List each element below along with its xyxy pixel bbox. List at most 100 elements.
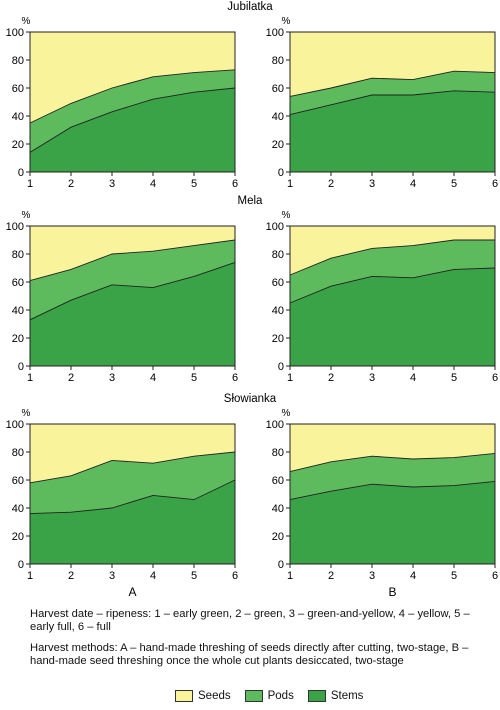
y-tick-label: 40 xyxy=(12,305,24,317)
x-tick-label: 5 xyxy=(191,178,197,190)
chart-panel: 0 20 40 60 80 100 1 2 3 4 5 6% Słowianka xyxy=(6,393,277,582)
y-tick-label: 80 xyxy=(12,55,24,67)
x-tick-label: 5 xyxy=(451,372,457,384)
x-tick-label: 1 xyxy=(287,570,293,582)
y-tick-label: 0 xyxy=(18,361,24,373)
y-tick-label: 40 xyxy=(272,503,284,515)
y-tick-label: 0 xyxy=(18,559,24,571)
series-line-stems xyxy=(29,87,236,153)
legend-item-seeds: Seeds xyxy=(175,690,231,702)
series-area-stems xyxy=(30,88,235,172)
y-tick-label: 0 xyxy=(18,167,24,179)
series-line-pods xyxy=(289,239,495,276)
series-area-stems xyxy=(290,268,495,366)
plot-frame xyxy=(289,31,496,173)
series-area-stems xyxy=(30,262,235,366)
x-tick-label: 4 xyxy=(410,372,416,384)
x-tick-label: 4 xyxy=(410,570,416,582)
chart-panel: 0 20 40 60 80 100 1 2 3 4 5 6% Jubilatka xyxy=(6,1,274,190)
series-line-stems xyxy=(29,479,236,515)
y-tick-label: 100 xyxy=(266,27,284,39)
legend-label-stems: Stems xyxy=(330,690,364,702)
x-tick-label: 3 xyxy=(109,570,115,582)
x-tick-label: 6 xyxy=(232,372,238,384)
x-tick-label: 1 xyxy=(27,178,33,190)
x-tick-label: 6 xyxy=(492,372,498,384)
method-label: B xyxy=(388,585,396,599)
x-tick-label: 5 xyxy=(191,570,197,582)
series-area-seeds xyxy=(290,226,495,275)
series-area-pods xyxy=(290,240,495,303)
legend-item-stems: Stems xyxy=(307,690,364,702)
x-tick-label: 6 xyxy=(492,178,498,190)
chart-panel: 0 20 40 60 80 100 1 2 3 4 5 6% xyxy=(266,408,498,582)
plot-frame xyxy=(29,31,236,173)
y-tick-label: 80 xyxy=(272,55,284,67)
harvest-date-note: Harvest date – ripeness: 1 – early green… xyxy=(30,608,470,633)
series-line-pods xyxy=(29,239,236,282)
y-unit-label: % xyxy=(282,408,291,419)
plot-frame xyxy=(289,423,496,565)
legend-swatch-pods xyxy=(244,690,263,702)
y-tick-label: 40 xyxy=(272,305,284,317)
y-tick-label: 40 xyxy=(272,111,284,123)
x-tick-label: 2 xyxy=(68,372,74,384)
x-tick-label: 2 xyxy=(328,178,334,190)
series-line-pods xyxy=(289,452,496,473)
y-tick-label: 40 xyxy=(12,111,24,123)
method-label: A xyxy=(128,585,136,599)
x-tick-label: 2 xyxy=(328,570,334,582)
row-title: Jubilatka xyxy=(227,1,273,13)
series-area-stems xyxy=(290,90,495,172)
y-tick-label: 20 xyxy=(12,139,24,151)
y-tick-label: 80 xyxy=(12,249,24,261)
x-tick-label: 3 xyxy=(369,178,375,190)
y-tick-label: 100 xyxy=(6,221,24,233)
x-tick-label: 1 xyxy=(287,178,293,190)
series-area-stems xyxy=(290,481,495,564)
y-tick-label: 60 xyxy=(272,277,284,289)
series-area-seeds xyxy=(30,226,235,281)
y-unit-label: % xyxy=(22,210,31,221)
y-unit-label: % xyxy=(282,210,291,221)
series-area-seeds xyxy=(30,32,235,123)
series-area-pods xyxy=(290,453,495,500)
row-title: Słowianka xyxy=(224,393,277,405)
y-tick-label: 80 xyxy=(272,249,284,261)
series-line-pods xyxy=(29,451,236,484)
series-area-seeds xyxy=(30,424,235,483)
y-tick-label: 0 xyxy=(278,361,284,373)
legend-swatch-stems xyxy=(307,690,326,702)
y-tick-label: 20 xyxy=(272,139,284,151)
y-tick-label: 20 xyxy=(272,333,284,345)
y-tick-label: 100 xyxy=(6,27,24,39)
series-area-pods xyxy=(290,71,495,115)
y-tick-label: 60 xyxy=(272,475,284,487)
y-tick-label: 20 xyxy=(272,531,284,543)
series-line-pods xyxy=(29,69,236,124)
x-tick-label: 1 xyxy=(27,372,33,384)
x-tick-label: 3 xyxy=(109,372,115,384)
series-line-stems xyxy=(289,267,496,304)
x-tick-label: 3 xyxy=(109,178,115,190)
x-tick-label: 6 xyxy=(492,570,498,582)
x-tick-label: 2 xyxy=(328,372,334,384)
x-tick-label: 4 xyxy=(410,178,416,190)
series-area-pods xyxy=(30,69,235,153)
y-tick-label: 0 xyxy=(278,167,284,179)
y-unit-label: % xyxy=(22,408,31,419)
chart-notes: Harvest date – ripeness: 1 – early green… xyxy=(30,608,495,676)
series-area-stems xyxy=(30,480,235,564)
x-tick-label: 3 xyxy=(369,570,375,582)
y-tick-label: 40 xyxy=(12,503,24,515)
y-tick-label: 100 xyxy=(266,221,284,233)
x-tick-label: 6 xyxy=(232,570,238,582)
y-unit-label: % xyxy=(22,16,31,27)
chart-panel: 0 20 40 60 80 100 1 2 3 4 5 6% xyxy=(266,16,498,190)
y-tick-label: 60 xyxy=(12,83,24,95)
x-tick-label: 4 xyxy=(150,570,156,582)
x-tick-label: 2 xyxy=(68,570,74,582)
y-tick-label: 60 xyxy=(272,83,284,95)
chart-panel: 0 20 40 60 80 100 1 2 3 4 5 6% Mela xyxy=(6,195,263,384)
